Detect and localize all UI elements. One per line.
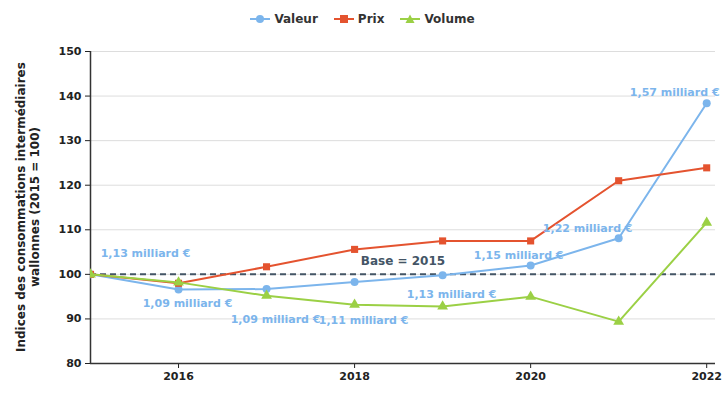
svg-text:2022: 2022 (691, 370, 722, 383)
svg-text:2020: 2020 (515, 370, 546, 383)
svg-text:130: 130 (59, 134, 82, 147)
svg-text:1,09 milliard €: 1,09 milliard € (143, 297, 233, 310)
svg-text:110: 110 (59, 223, 82, 236)
svg-text:2018: 2018 (339, 370, 370, 383)
svg-text:80: 80 (66, 357, 82, 370)
svg-text:150: 150 (59, 45, 82, 58)
html-text:Valeur: Valeur (274, 12, 318, 26)
svg-text:1,11 milliard €: 1,11 milliard € (319, 314, 409, 327)
svg-text:1,13 milliard €: 1,13 milliard € (101, 247, 191, 260)
html-text:Volume: Volume (424, 12, 475, 26)
html-text:Indices des consommations inte: Indices des consommations intermédiaires… (14, 62, 42, 352)
svg-text:2016: 2016 (163, 370, 194, 383)
svg-text:1,15 milliard €: 1,15 milliard € (474, 249, 564, 262)
svg-text:100: 100 (59, 268, 82, 281)
svg-text:120: 120 (59, 179, 82, 192)
svg-text:1,57 milliard €: 1,57 milliard € (630, 86, 720, 99)
svg-text:140: 140 (59, 90, 82, 103)
svg-text:1,22 milliard €: 1,22 milliard € (543, 222, 633, 235)
svg-text:1,13 milliard €: 1,13 milliard € (407, 288, 497, 301)
svg-text:1,09 milliard €: 1,09 milliard € (231, 313, 321, 326)
html-text:Prix: Prix (357, 12, 385, 26)
svg-text:90: 90 (66, 312, 82, 325)
svg-text:Base = 2015: Base = 2015 (361, 254, 445, 268)
